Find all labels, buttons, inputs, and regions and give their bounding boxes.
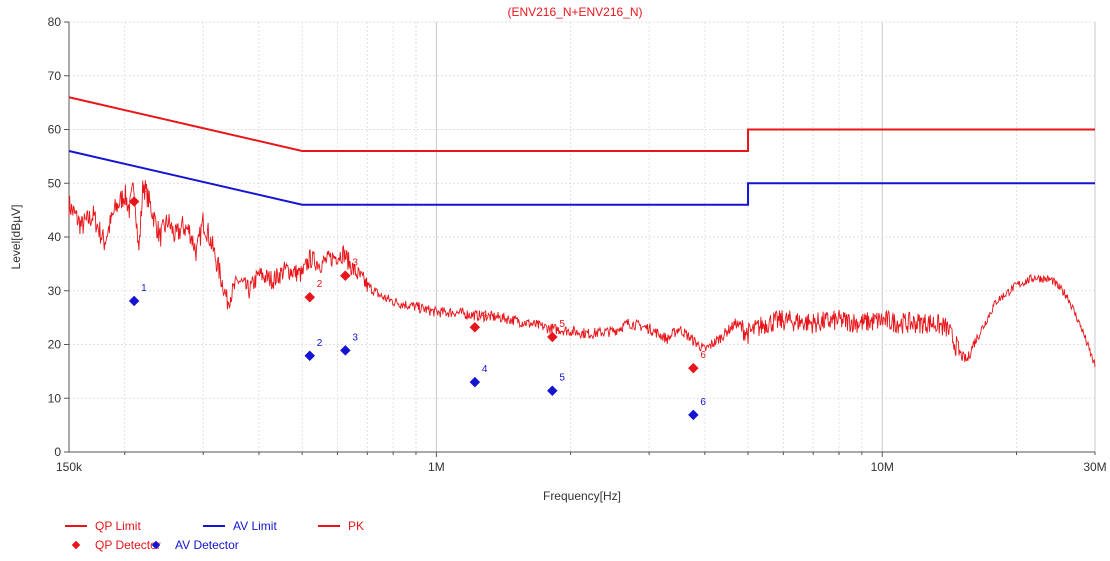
qp-marker-label: 1 xyxy=(141,184,147,195)
qp-detector-marker xyxy=(128,196,140,207)
chart-title: (ENV216_N+ENV216_N) xyxy=(507,5,642,19)
av-detector-marker xyxy=(128,295,140,307)
x-axis-title: Frequency[Hz] xyxy=(543,489,621,503)
qp-marker-label: 5 xyxy=(559,319,565,330)
av-marker-label: 2 xyxy=(317,338,323,349)
y-tick-label: 70 xyxy=(48,69,62,83)
limit-series xyxy=(68,96,1095,206)
av-marker-label: 6 xyxy=(700,397,706,408)
legend-qp-limit-label: QP Limit xyxy=(95,519,141,533)
axes xyxy=(64,21,1096,457)
qp-detector-marker xyxy=(688,362,699,374)
y-tick-label: 50 xyxy=(48,176,62,190)
qp-detector-marker xyxy=(304,291,316,303)
x-ticks: 150k 1M 10M 30M xyxy=(56,460,1107,474)
av-detector-marker xyxy=(304,350,316,362)
qp-detector-marker xyxy=(340,270,351,282)
x-tick-label: 1M xyxy=(428,460,445,474)
av-marker-label: 4 xyxy=(482,364,488,375)
y-axis-title: Level[dBµV] xyxy=(9,205,23,270)
detector-markers: 1 2 3 4 5 6 1 2 3 4 5 6 xyxy=(128,184,706,421)
qp-marker-label: 2 xyxy=(317,279,323,290)
legend-av-detector-swatch xyxy=(151,540,161,550)
qp-limit-line xyxy=(68,96,1095,152)
av-marker-label: 1 xyxy=(141,283,147,294)
av-detector-marker xyxy=(340,345,351,356)
qp-marker-label: 4 xyxy=(482,309,488,320)
pk-series xyxy=(68,180,1096,368)
legend-qp-detector-label: QP Detector xyxy=(95,538,161,552)
y-tick-label: 40 xyxy=(48,230,62,244)
y-tick-label: 60 xyxy=(48,123,62,137)
legend-qp-detector-swatch xyxy=(71,540,81,550)
x-tick-label: 30M xyxy=(1083,460,1106,474)
grid-lines xyxy=(69,21,1096,453)
y-tick-label: 20 xyxy=(48,338,62,352)
x-tick-label: 150k xyxy=(56,460,83,474)
y-tick-label: 10 xyxy=(48,391,62,405)
av-detector-marker xyxy=(688,409,699,421)
qp-marker-label: 3 xyxy=(352,258,358,269)
qp-detector-marker xyxy=(546,331,558,343)
pk-trace-line xyxy=(68,180,1096,368)
y-tick-label: 0 xyxy=(54,445,61,459)
qp-detector-marker xyxy=(469,321,481,333)
legend-av-detector-label: AV Detector xyxy=(175,538,239,552)
av-detector-marker xyxy=(546,385,558,397)
y-tick-label: 80 xyxy=(48,15,62,29)
av-limit-line xyxy=(68,150,1095,206)
av-marker-label: 3 xyxy=(352,332,358,343)
y-ticks: 0 10 20 30 40 50 60 70 80 xyxy=(48,15,62,459)
y-tick-label: 30 xyxy=(48,284,62,298)
x-tick-label: 10M xyxy=(871,460,894,474)
legend-pk-label: PK xyxy=(348,519,364,533)
legend: QP Limit AV Limit PK QP Detector AV Detector xyxy=(65,519,364,552)
av-detector-marker xyxy=(469,376,481,388)
qp-marker-label: 6 xyxy=(700,350,706,361)
legend-av-limit-label: AV Limit xyxy=(233,519,277,533)
av-marker-label: 5 xyxy=(559,373,565,384)
